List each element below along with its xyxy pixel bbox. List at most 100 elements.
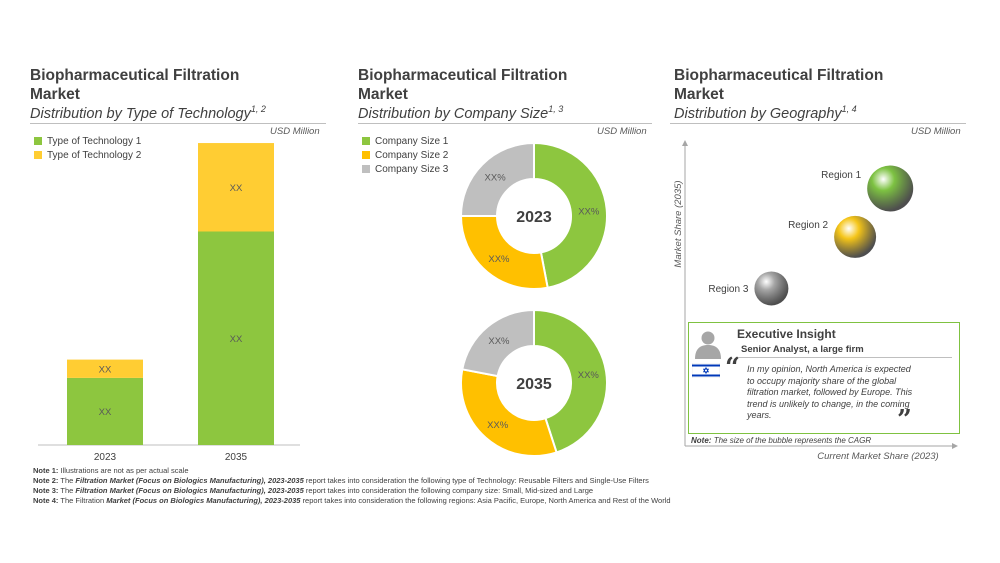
- panel3-subtitle-sup: 1, 4: [841, 104, 857, 114]
- panel1-divider: [30, 123, 326, 124]
- note-4: Note 4: The Filtration Market (Focus on …: [33, 496, 671, 506]
- bar-label-2035-series1: XX: [230, 334, 243, 345]
- bubble-note-label: Note:: [691, 436, 712, 445]
- legend-swatch-size1: [362, 137, 370, 145]
- note-3-label: Note 3:: [33, 486, 59, 495]
- donut-legend: Company Size 1 Company Size 2 Company Si…: [362, 134, 448, 176]
- donut-2023-slice-2: [459, 215, 549, 290]
- legend-swatch-size3: [362, 165, 370, 173]
- bar-2023-series1: [67, 377, 143, 445]
- panel3-subtitle: Distribution by Geography1, 4: [674, 104, 857, 122]
- note-1: Note 1: Illustrations are not as per act…: [33, 466, 671, 476]
- israel-flag-icon: [692, 363, 720, 378]
- bar-label-2035-series2: XX: [230, 183, 243, 194]
- panel2-subtitle-sup: 1, 3: [548, 104, 564, 114]
- panel2-unit: USD Million: [597, 126, 647, 137]
- bubble-x-label: Current Market Share (2023): [817, 451, 938, 462]
- panel3-subtitle-text: Distribution by Geography: [674, 105, 842, 122]
- note-4-text: The Filtration: [60, 496, 105, 505]
- panel2-subtitle: Distribution by Company Size1, 3: [358, 104, 563, 122]
- legend-item-size2: Company Size 2: [362, 148, 448, 162]
- bar-2035-series1: [198, 231, 274, 445]
- bubble-region-3: [754, 271, 789, 306]
- note-3: Note 3: The Filtration Market (Focus on …: [33, 486, 671, 496]
- bar-2023-series2: [67, 359, 143, 378]
- executive-insight-box: Executive Insight Senior Analyst, a larg…: [688, 322, 960, 435]
- donut-2023-slice-1: [533, 141, 608, 289]
- note-2-label: Note 2:: [33, 476, 59, 485]
- bubble-region-2: [834, 215, 877, 258]
- note-4-label: Note 4:: [33, 496, 59, 505]
- panel1-unit: USD Million: [270, 126, 320, 137]
- legend-label-tech2: Type of Technology 2: [47, 149, 142, 161]
- legend-item-size3: Company Size 3: [362, 162, 448, 176]
- panel3-unit: USD Million: [911, 126, 961, 137]
- legend-item-size1: Company Size 1: [362, 134, 448, 148]
- bar-label-2023-series2: XX: [99, 364, 112, 375]
- donut-2035-label-2: XX%: [487, 420, 509, 431]
- bubble-note-text: The size of the bubble represents the CA…: [713, 436, 872, 445]
- panel3-divider: [670, 123, 966, 124]
- bubble-y-label: Market Share (2035): [673, 180, 684, 267]
- close-quote-icon: ”: [897, 405, 912, 435]
- legend-swatch-size2: [362, 151, 370, 159]
- bubble-note: Note: The size of the bubble represents …: [691, 436, 871, 445]
- insight-divider: [737, 357, 952, 358]
- panel2-subtitle-text: Distribution by Company Size: [358, 105, 549, 122]
- panel1-title-line2: Market: [30, 86, 80, 103]
- legend-swatch-tech2: [34, 151, 42, 159]
- note-4-report: Market (Focus on Biologics Manufacturing…: [106, 496, 301, 505]
- note-3-rest: report takes into consideration the foll…: [305, 486, 594, 495]
- analyst-avatar-icon: [695, 331, 721, 359]
- bar-chart: XX XX 2023 XX XX 2035: [38, 143, 300, 463]
- panel3-title: Biopharmaceutical Filtration Market: [674, 66, 883, 104]
- bubble-label-region-1: Region 1: [821, 170, 861, 181]
- note-1-label: Note 1:: [33, 466, 59, 475]
- legend-item-tech2: Type of Technology 2: [34, 148, 141, 162]
- legend-label-tech1: Type of Technology 1: [47, 135, 142, 147]
- panel2-divider: [358, 123, 652, 124]
- note-3-report: Filtration Market (Focus on Biologics Ma…: [75, 486, 304, 495]
- panel1-title: Biopharmaceutical Filtration Market: [30, 66, 239, 104]
- donut-center-2035: 2035: [516, 376, 552, 393]
- bubble-label-region-2: Region 2: [788, 220, 828, 231]
- donut-2035-label-1: XX%: [578, 370, 600, 381]
- legend-label-size3: Company Size 3: [375, 163, 449, 175]
- insight-role: Senior Analyst, a large firm: [741, 344, 864, 355]
- panel3-title-line2: Market: [674, 86, 724, 103]
- donut-2035-slice-3: [461, 308, 535, 378]
- donut-2023-label-3: XX%: [485, 173, 507, 184]
- donut-2035-label-3: XX%: [488, 336, 510, 347]
- donut-center-2023: 2023: [516, 209, 552, 226]
- panel2-title-line2: Market: [358, 86, 408, 103]
- note-3-text: The: [60, 486, 74, 495]
- footnotes: Note 1: Illustrations are not as per act…: [33, 466, 671, 506]
- bubble-label-region-3: Region 3: [708, 284, 748, 295]
- legend-label-size2: Company Size 2: [375, 149, 449, 161]
- legend-swatch-tech1: [34, 137, 42, 145]
- donut-2023-label-1: XX%: [578, 206, 600, 217]
- donut-2023-label-2: XX%: [488, 254, 510, 265]
- note-2-rest: report takes into consideration the foll…: [305, 476, 649, 485]
- bar-category-2023: 2023: [94, 452, 117, 463]
- bar-category-2035: 2035: [225, 452, 248, 463]
- donut-2035-slice-2: [460, 368, 558, 457]
- note-2: Note 2: The Filtration Market (Focus on …: [33, 476, 671, 486]
- legend-label-size1: Company Size 1: [375, 135, 449, 147]
- legend-item-tech1: Type of Technology 1: [34, 134, 141, 148]
- bubble-region-1: [867, 165, 914, 212]
- donut-chart: XX% XX% XX% 2023 XX% XX% XX% 2035: [459, 141, 608, 457]
- note-1-text: Illustrations are not as per actual scal…: [60, 466, 189, 475]
- panel1-subtitle: Distribution by Type of Technology1, 2: [30, 104, 266, 122]
- note-2-text: The: [60, 476, 74, 485]
- note-4-rest: report takes into consideration the foll…: [302, 496, 671, 505]
- panel2-title: Biopharmaceutical Filtration Market: [358, 66, 567, 104]
- panel1-subtitle-sup: 1, 2: [250, 104, 266, 114]
- open-quote-icon: “: [725, 353, 740, 383]
- bar-label-2023-series1: XX: [99, 407, 112, 418]
- bar-2035-series2: [198, 143, 274, 232]
- bar-legend: Type of Technology 1 Type of Technology …: [34, 134, 141, 162]
- donut-2023-slice-3: [459, 141, 535, 217]
- panel2-title-line1: Biopharmaceutical Filtration: [358, 67, 568, 84]
- insight-quote: In my opinion, North America is expected…: [747, 364, 913, 420]
